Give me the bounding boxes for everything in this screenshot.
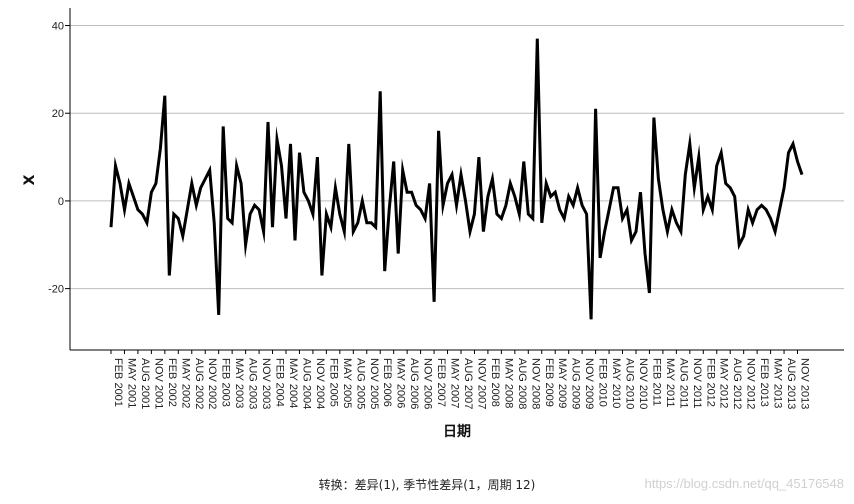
x-tick-label: AUG 2002	[193, 358, 205, 409]
x-axis-title: 日期	[443, 424, 471, 440]
x-tick-label: AUG 2008	[516, 358, 528, 409]
x-tick-label: FEB 2001	[112, 358, 124, 407]
x-tick-label: NOV 2013	[799, 358, 811, 409]
x-tick-label: NOV 2011	[691, 358, 703, 409]
x-tick-label: FEB 2013	[758, 358, 770, 407]
x-tick-label: FEB 2007	[435, 358, 447, 407]
x-tick-label: NOV 2002	[206, 358, 218, 409]
x-tick-label: NOV 2006	[422, 358, 434, 409]
x-tick-label: FEB 2009	[543, 358, 555, 407]
gridlines	[70, 25, 844, 290]
x-tick-label: FEB 2010	[597, 358, 609, 407]
x-tick-labels: FEB 2001 MAY 2001 AUG 2001 NOV 2001 FEB 2002…	[110, 350, 811, 409]
x-tick-label: NOV 2007	[475, 358, 487, 409]
x-tick-label: MAY 2004	[287, 358, 299, 408]
x-tick-label: MAY 2005	[341, 358, 353, 408]
x-tick-label: MAY 2007	[449, 358, 461, 408]
x-tick-label: AUG 2012	[731, 358, 743, 409]
x-tick-label: NOV 2009	[583, 358, 595, 409]
x-tick-label: NOV 2003	[260, 358, 272, 409]
x-tick-label: FEB 2012	[704, 358, 716, 407]
x-tick-label: MAY 2010	[610, 358, 622, 408]
x-tick-label: AUG 2013	[785, 358, 797, 409]
x-tick-label: NOV 2005	[368, 358, 380, 409]
x-tick-label: FEB 2003	[220, 358, 232, 407]
y-tick-label: 20	[52, 108, 64, 120]
x-tick-label: NOV 2008	[529, 358, 541, 409]
x-tick-label: AUG 2001	[139, 358, 151, 409]
x-tick-label: MAY 2006	[395, 358, 407, 408]
x-tick-label: FEB 2011	[650, 358, 662, 406]
watermark: https://blog.csdn.net/qq_45176548	[644, 476, 845, 491]
x-tick-label: MAY 2008	[502, 358, 514, 408]
x-tick-label: NOV 2001	[152, 358, 164, 409]
x-tick-label: FEB 2002	[166, 358, 178, 407]
x-tick-label: AUG 2007	[462, 358, 474, 409]
axes	[69, 8, 844, 351]
series-line	[109, 38, 804, 320]
y-axis-title: X	[22, 174, 38, 185]
x-tick-label: AUG 2005	[354, 358, 366, 409]
x-tick-label: AUG 2006	[408, 358, 420, 409]
x-tick-label: MAY 2001	[125, 358, 137, 408]
transformation-footnote: 转换：差异(1), 季节性差异(1，周期 12)	[318, 478, 536, 492]
x-tick-label: NOV 2004	[314, 358, 326, 409]
x-tick-label: AUG 2004	[300, 358, 312, 409]
x-tick-label: FEB 2008	[489, 358, 501, 407]
x-tick-label: AUG 2010	[624, 358, 636, 409]
y-tick-label: -20	[48, 284, 64, 296]
x-tick-label: FEB 2006	[381, 358, 393, 407]
x-tick-label: AUG 2003	[247, 358, 259, 409]
y-tick-label: 40	[52, 21, 64, 33]
x-tick-label: MAY 2003	[233, 358, 245, 408]
x-tick-label: AUG 2011	[677, 358, 689, 409]
y-tick-label: 0	[58, 196, 64, 208]
series	[109, 38, 804, 320]
x-tick-label: FEB 2004	[274, 358, 286, 407]
x-tick-label: MAY 2011	[664, 358, 676, 408]
x-tick-label: NOV 2012	[745, 358, 757, 409]
x-tick-label: MAY 2013	[772, 358, 784, 408]
x-tick-label: MAY 2002	[179, 358, 191, 408]
x-tick-label: AUG 2009	[570, 358, 582, 409]
x-tick-label: FEB 2005	[327, 358, 339, 407]
y-tick-labels: -20 0 20 40	[48, 21, 70, 296]
x-tick-label: NOV 2010	[637, 358, 649, 409]
x-tick-label: MAY 2009	[556, 358, 568, 408]
x-tick-label: MAY 2012	[718, 358, 730, 408]
